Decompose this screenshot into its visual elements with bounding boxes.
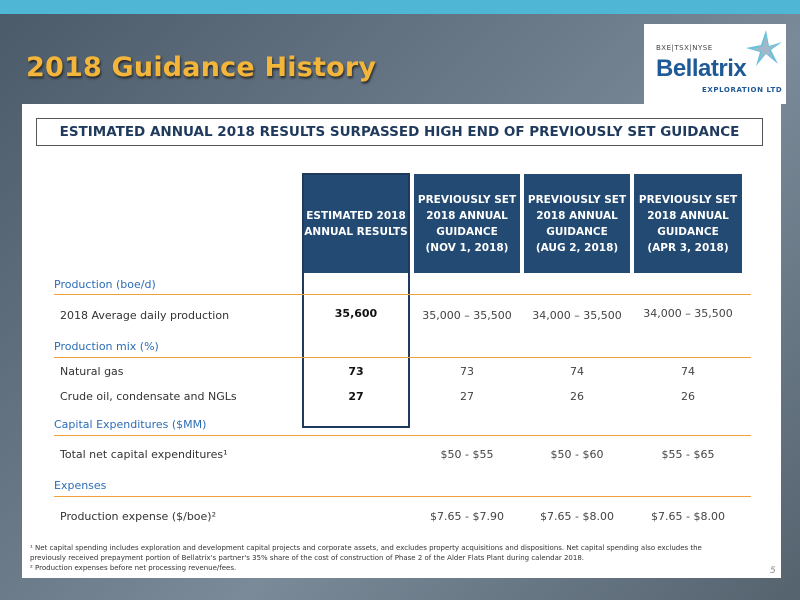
content-panel: ESTIMATED ANNUAL 2018 RESULTS SURPASSED … xyxy=(22,104,781,578)
nov-production-expense: $7.65 - $7.90 xyxy=(430,510,504,523)
slide-title: 2018 Guidance History xyxy=(26,52,377,83)
logo-subtitle: EXPLORATION LTD xyxy=(702,86,783,94)
logo-ticker: BXE|TSX|NYSE xyxy=(656,44,713,52)
header-guidance-aug: PREVIOUSLY SET 2018 ANNUAL GUIDANCE (AUG… xyxy=(524,174,630,273)
section-divider xyxy=(54,435,751,436)
header-line: (APR 3, 2018) xyxy=(647,241,729,254)
header-line: PREVIOUSLY SET xyxy=(417,193,517,206)
header-line: 2018 ANNUAL xyxy=(426,209,508,222)
aug-crude-oil: 26 xyxy=(570,390,584,403)
estimated-column-outline xyxy=(302,173,410,428)
header-line: (AUG 2, 2018) xyxy=(535,241,619,254)
header-guidance-apr: PREVIOUSLY SET 2018 ANNUAL GUIDANCE (APR… xyxy=(634,174,742,273)
section-capex: Capital Expenditures ($MM) xyxy=(54,418,207,431)
nov-crude-oil: 27 xyxy=(460,390,474,403)
header-line: (NOV 1, 2018) xyxy=(425,241,509,254)
apr-crude-oil: 26 xyxy=(681,390,695,403)
nov-avg-production: 35,000 – 35,500 xyxy=(422,309,512,322)
aug-natural-gas: 74 xyxy=(570,365,584,378)
apr-natural-gas: 74 xyxy=(681,365,695,378)
header-line: 2018 ANNUAL xyxy=(647,209,729,222)
page-number: 5 xyxy=(770,566,776,576)
apr-net-capex: $55 - $65 xyxy=(661,448,715,461)
row-label-crude-oil: Crude oil, condensate and NGLs xyxy=(60,390,237,403)
section-expenses: Expenses xyxy=(54,479,107,492)
aug-net-capex: $50 - $60 xyxy=(550,448,604,461)
section-divider xyxy=(54,496,751,497)
header-line: 2018 ANNUAL xyxy=(536,209,618,222)
footnote-1: ¹ Net capital spending includes explorat… xyxy=(30,544,702,562)
aug-avg-production: 34,000 – 35,500 xyxy=(532,309,622,322)
nov-natural-gas: 73 xyxy=(460,365,474,378)
header-line: ANNUAL RESULTS xyxy=(304,225,408,238)
row-label-net-capex: Total net capital expenditures¹ xyxy=(60,448,228,461)
row-label-natural-gas: Natural gas xyxy=(60,365,124,378)
section-production-mix: Production mix (%) xyxy=(54,340,159,353)
section-divider xyxy=(54,294,751,295)
apr-avg-production: 34,000 – 35,500 xyxy=(643,307,733,320)
apr-production-expense: $7.65 - $8.00 xyxy=(651,510,725,523)
footnotes: ¹ Net capital spending includes explorat… xyxy=(30,543,740,573)
top-accent-bar xyxy=(0,0,800,14)
estimated-crude-oil: 27 xyxy=(348,390,364,403)
header-guidance-nov: PREVIOUSLY SET 2018 ANNUAL GUIDANCE (NOV… xyxy=(414,174,520,273)
header-line: PREVIOUSLY SET xyxy=(638,193,738,206)
estimated-avg-production: 35,600 xyxy=(334,307,378,320)
company-logo: BXE|TSX|NYSE Bellatrix EXPLORATION LTD xyxy=(644,24,786,104)
header-line: GUIDANCE xyxy=(546,225,608,238)
row-label-avg-production: 2018 Average daily production xyxy=(60,309,230,322)
footnote-2: ² Production expenses before net process… xyxy=(30,564,237,572)
header-line: GUIDANCE xyxy=(657,225,719,238)
header-estimated-results: ESTIMATED 2018 ANNUAL RESULTS xyxy=(303,174,409,273)
section-divider xyxy=(54,357,751,358)
row-label-production-expense: Production expense ($/boe)² xyxy=(60,510,216,523)
aug-production-expense: $7.65 - $8.00 xyxy=(540,510,614,523)
header-line: PREVIOUSLY SET xyxy=(527,193,627,206)
header-line: ESTIMATED 2018 xyxy=(306,209,406,222)
headline-banner: ESTIMATED ANNUAL 2018 RESULTS SURPASSED … xyxy=(36,118,763,146)
estimated-natural-gas: 73 xyxy=(348,365,364,378)
section-production: Production (boe/d) xyxy=(54,278,156,291)
header-line: GUIDANCE xyxy=(436,225,498,238)
star-logo-icon xyxy=(746,30,782,66)
nov-net-capex: $50 - $55 xyxy=(440,448,494,461)
logo-name: Bellatrix xyxy=(656,55,747,82)
